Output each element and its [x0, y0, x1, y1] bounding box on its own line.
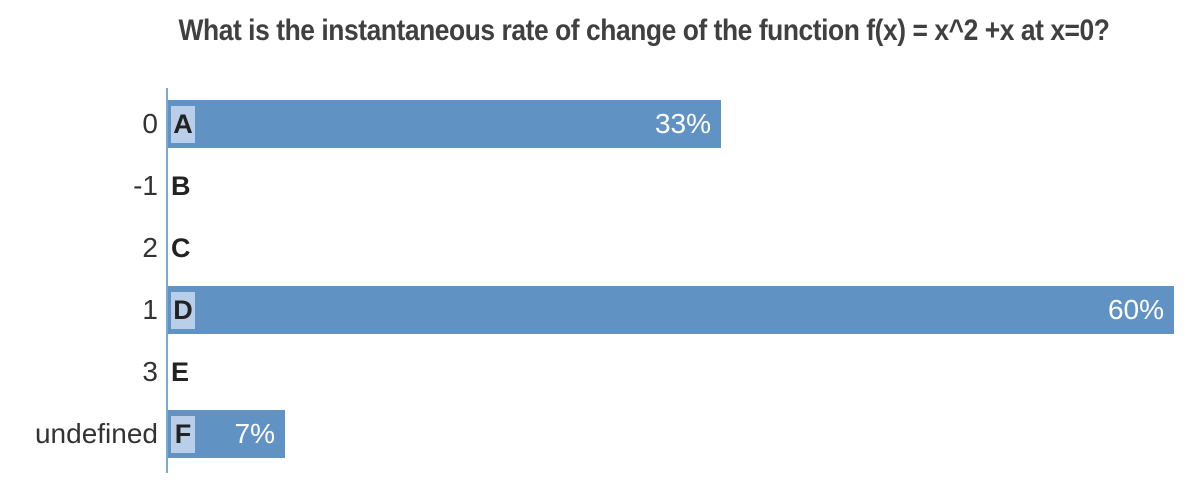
answer-label: -1	[133, 170, 158, 201]
option-letter: B	[171, 171, 191, 201]
option-letter-badge: F	[171, 415, 195, 453]
axis-line	[166, 88, 168, 473]
value-label: 60%	[1107, 294, 1164, 325]
answer-label: 2	[142, 232, 158, 263]
chart-row: undefined F 7%	[0, 410, 1200, 458]
option-letter: E	[171, 357, 190, 387]
option-letter-badge: D	[171, 291, 195, 329]
answer-label: 0	[142, 108, 158, 139]
option-letter: C	[171, 233, 191, 263]
chart-row: -1 B	[0, 162, 1200, 210]
option-letter-badge: A	[171, 105, 195, 143]
bar: D 60%	[168, 286, 1174, 334]
value-label: 33%	[654, 108, 711, 139]
chart-row: 1 D 60%	[0, 286, 1200, 334]
answer-label: undefined	[34, 418, 158, 449]
bar: A 33%	[168, 100, 721, 148]
bar: F 7%	[168, 410, 285, 458]
value-label: 7%	[234, 418, 275, 449]
answer-label: 3	[142, 356, 158, 387]
chart-title: What is the instantaneous rate of change…	[178, 14, 1110, 47]
chart-row: 0 A 33%	[0, 100, 1200, 148]
answer-label: 1	[142, 294, 158, 325]
